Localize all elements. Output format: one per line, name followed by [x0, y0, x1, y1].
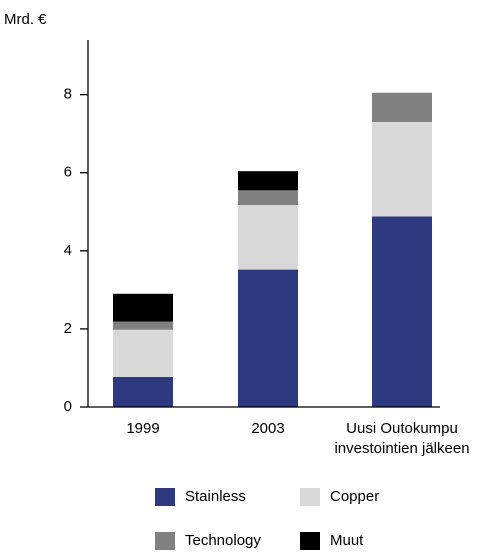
bar-segment — [372, 216, 432, 407]
bar-segment — [113, 376, 173, 407]
legend-label: Muut — [330, 532, 364, 549]
bar-segment — [238, 269, 298, 407]
bar-segment — [372, 92, 432, 122]
legend-swatch — [155, 532, 175, 550]
y-tick-label: 8 — [64, 86, 72, 103]
legend-label: Technology — [185, 532, 261, 549]
bar-segment — [238, 190, 298, 206]
bar-segment — [372, 121, 432, 217]
legend-label: Copper — [330, 488, 379, 505]
legend-swatch — [155, 488, 175, 506]
bar-segment — [113, 329, 173, 377]
bar-segment — [238, 205, 298, 270]
x-tick-label: 2003 — [251, 420, 284, 437]
y-tick-label: 4 — [64, 242, 72, 259]
y-tick-label: 2 — [64, 320, 72, 337]
y-tick-label: 6 — [64, 164, 72, 181]
y-tick-label: 0 — [64, 398, 72, 415]
legend-swatch — [300, 488, 320, 506]
legend-label: Stainless — [185, 488, 246, 505]
bar-segment — [113, 293, 173, 322]
bar-segment — [238, 171, 298, 191]
y-axis-label: Mrd. € — [4, 11, 47, 28]
legend-swatch — [300, 532, 320, 550]
bar-segment — [113, 321, 173, 330]
x-tick-label: Uusi Outokumpu investointien jälkeen — [334, 420, 469, 457]
x-tick-label: 1999 — [126, 420, 159, 437]
